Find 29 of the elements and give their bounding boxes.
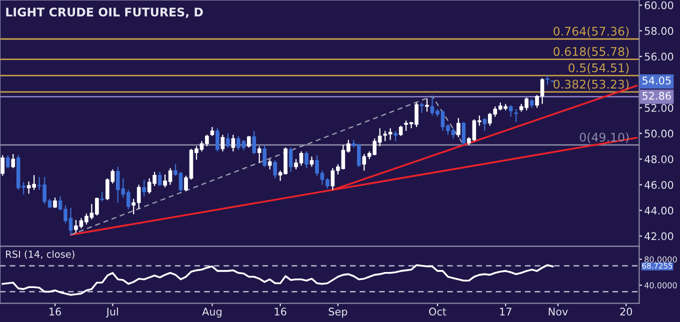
x-tick-label: 16 (50, 308, 61, 316)
y-tick-label: 50.00 (644, 130, 674, 138)
ref-line-label: 0(49.10) (580, 132, 629, 144)
y-tick-label: 52.00 (644, 104, 674, 112)
y-tick-label: 40.0000 (644, 282, 677, 288)
y-tick-label: 44.00 (644, 206, 674, 215)
y-tick-label: 58.00 (644, 27, 674, 35)
x-tick-label: 20 (620, 308, 632, 316)
x-tick-label: 17 (500, 308, 512, 316)
y-tick-label: 46.00 (644, 180, 674, 189)
y-tick-label: 80.0000 (644, 256, 677, 262)
annotation: 52.86 (642, 92, 671, 100)
text: LIGHT CRUDE OIL FUTURES, D (6, 8, 203, 18)
y-tick-label: 48.00 (644, 155, 674, 164)
annotation: 54.05 (642, 76, 671, 84)
ref-line-label: 0.618(55.78) (554, 46, 629, 58)
y-tick-label: 42.00 (644, 232, 674, 240)
y-tick-label: 60.00 (644, 1, 674, 10)
ref-line-label: 0.764(57.36) (554, 26, 629, 38)
x-tick-label: Aug (202, 308, 222, 318)
ref-line-label: 0.382(53.23) (554, 80, 629, 90)
x-tick-label: Oct (429, 308, 446, 316)
y-tick-label: 56.00 (644, 52, 674, 61)
x-tick-label: Nov (548, 308, 568, 316)
x-tick-label: 16 (274, 308, 286, 316)
chart-title: RSI (14, close) (6, 250, 74, 259)
ref-line-label: 0.5(54.51) (568, 63, 629, 74)
x-tick-label: Sep (328, 308, 348, 318)
x-tick-label: Jul (106, 307, 118, 318)
